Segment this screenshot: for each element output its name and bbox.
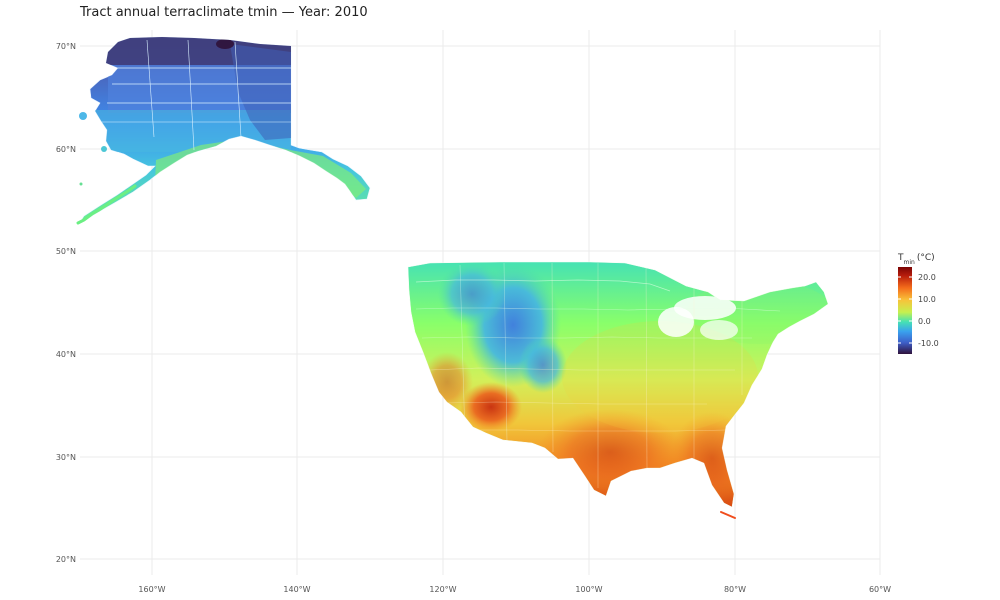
legend-colorbar bbox=[898, 267, 912, 354]
legend-title-main: T bbox=[897, 253, 904, 263]
grid-lines bbox=[80, 30, 881, 575]
legend-title: Tmin (°C) bbox=[897, 253, 935, 266]
contiguous-us-detail bbox=[415, 262, 828, 504]
y-tick-label: 40°N bbox=[56, 350, 76, 359]
y-tick-label: 20°N bbox=[56, 555, 76, 564]
y-tick-label: 70°N bbox=[56, 42, 76, 51]
x-axis-labels: 160°W 140°W 120°W 100°W 80°W 60°W bbox=[138, 585, 891, 594]
x-tick-label: 160°W bbox=[138, 585, 165, 594]
y-tick-label: 50°N bbox=[56, 247, 76, 256]
alaska-island bbox=[79, 112, 87, 120]
x-tick-label: 140°W bbox=[283, 585, 310, 594]
legend-tick-label: 10.0 bbox=[918, 295, 936, 304]
contiguous-us-region bbox=[407, 261, 829, 519]
x-tick-label: 100°W bbox=[575, 585, 602, 594]
map-title: Tract annual terraclimate tmin — Year: 2… bbox=[79, 5, 368, 20]
y-tick-label: 60°N bbox=[56, 145, 76, 154]
legend: Tmin (°C) 20.0 10.0 0.0 -10.0 bbox=[897, 253, 939, 354]
legend-tick-label: 0.0 bbox=[918, 317, 931, 326]
x-tick-label: 60°W bbox=[869, 585, 891, 594]
alaska-island bbox=[101, 146, 107, 152]
alaska-detail bbox=[95, 37, 366, 198]
legend-title-unit: (°C) bbox=[917, 253, 935, 263]
alaska-region bbox=[76, 36, 371, 225]
legend-tick-label: -10.0 bbox=[918, 339, 939, 348]
x-tick-label: 120°W bbox=[429, 585, 456, 594]
y-tick-label: 30°N bbox=[56, 453, 76, 462]
legend-title-sub: min bbox=[904, 259, 916, 266]
y-axis-labels: 70°N 60°N 50°N 40°N 30°N 20°N bbox=[56, 42, 76, 564]
legend-tick-label: 20.0 bbox=[918, 273, 936, 282]
aleutian-islands bbox=[76, 184, 137, 225]
florida-keys bbox=[720, 511, 736, 519]
x-tick-label: 80°W bbox=[724, 585, 746, 594]
alaska-island bbox=[79, 182, 83, 186]
